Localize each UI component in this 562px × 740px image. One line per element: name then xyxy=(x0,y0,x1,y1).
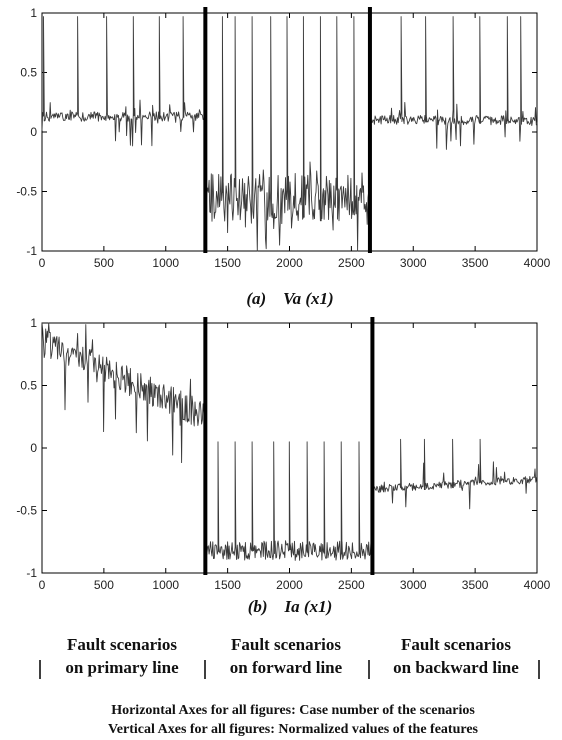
note-horizontal-axes: Horizontal Axes for all figures: Case nu… xyxy=(111,703,475,718)
y-tick-label: -1 xyxy=(26,244,37,258)
group-forward-line2: on forward line xyxy=(230,658,343,677)
y-tick-label: 0.5 xyxy=(20,66,37,80)
plot-ia: 0 500 1000 1500 2000 2500 3000 3500 4000 -1 -0.5 0 0… xyxy=(16,316,550,592)
x-tick-label: 0 xyxy=(39,256,46,270)
y-tick-label: -0.5 xyxy=(16,185,37,199)
x-tick-label: 3000 xyxy=(400,256,427,270)
y-tick-label: 0.5 xyxy=(20,379,37,393)
plot-va: 0 500 1000 1500 2000 2500 3000 3500 4000 -1 -0.5 0 0… xyxy=(16,6,550,270)
group-backward-line2: on backward line xyxy=(393,658,519,677)
x-tick-label: 1000 xyxy=(152,578,179,592)
y-tick-label: 0 xyxy=(30,441,37,455)
x-tick-label: 3000 xyxy=(400,578,427,592)
group-forward-line1: Fault scenarios xyxy=(231,635,341,654)
series-segment-2 xyxy=(204,16,370,252)
group-primary-line1: Fault scenarios xyxy=(67,635,177,654)
x-tick-label: 2000 xyxy=(276,256,303,270)
series-segment-2 xyxy=(204,441,373,561)
note-vertical-axes: Vertical Axes for all figures: Normalize… xyxy=(108,722,479,737)
x-tick-label: 4000 xyxy=(524,578,551,592)
x-tick-label: 3500 xyxy=(462,256,489,270)
x-tick-label: 500 xyxy=(94,256,114,270)
x-tick-label: 4000 xyxy=(524,256,551,270)
caption-va: (a) Va (x1) xyxy=(246,289,333,308)
x-tick-label: 1000 xyxy=(152,256,179,270)
series-segment-3 xyxy=(369,16,538,150)
x-tick-label: 2000 xyxy=(276,578,303,592)
caption-ia: (b) Ia (x1) xyxy=(248,597,333,616)
x-tick-label: 1500 xyxy=(214,578,241,592)
x-tick-label: 0 xyxy=(39,578,46,592)
group-backward-line1: Fault scenarios xyxy=(401,635,511,654)
y-tick-label: -1 xyxy=(26,566,37,580)
y-tick-label: 1 xyxy=(30,316,37,330)
group-primary-line2: on primary line xyxy=(65,658,179,677)
series-segment-3 xyxy=(371,438,537,510)
x-tick-label: 3500 xyxy=(462,578,489,592)
series-segment-1 xyxy=(41,322,206,464)
y-tick-label: 1 xyxy=(30,6,37,20)
y-tick-label: -0.5 xyxy=(16,504,37,518)
y-tick-label: 0 xyxy=(30,125,37,139)
plot-frame xyxy=(41,12,538,252)
series-segment-1 xyxy=(41,16,206,147)
group-labels: Fault scenarios on primary line Fault sc… xyxy=(39,635,540,679)
x-tick-label: 2500 xyxy=(338,256,365,270)
x-tick-label: 500 xyxy=(94,578,114,592)
x-tick-label: 2500 xyxy=(338,578,365,592)
x-tick-label: 1500 xyxy=(214,256,241,270)
